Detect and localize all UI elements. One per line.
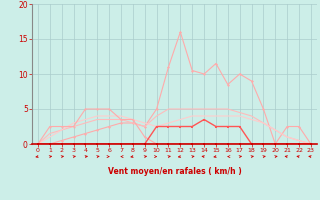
X-axis label: Vent moyen/en rafales ( km/h ): Vent moyen/en rafales ( km/h ) (108, 167, 241, 176)
